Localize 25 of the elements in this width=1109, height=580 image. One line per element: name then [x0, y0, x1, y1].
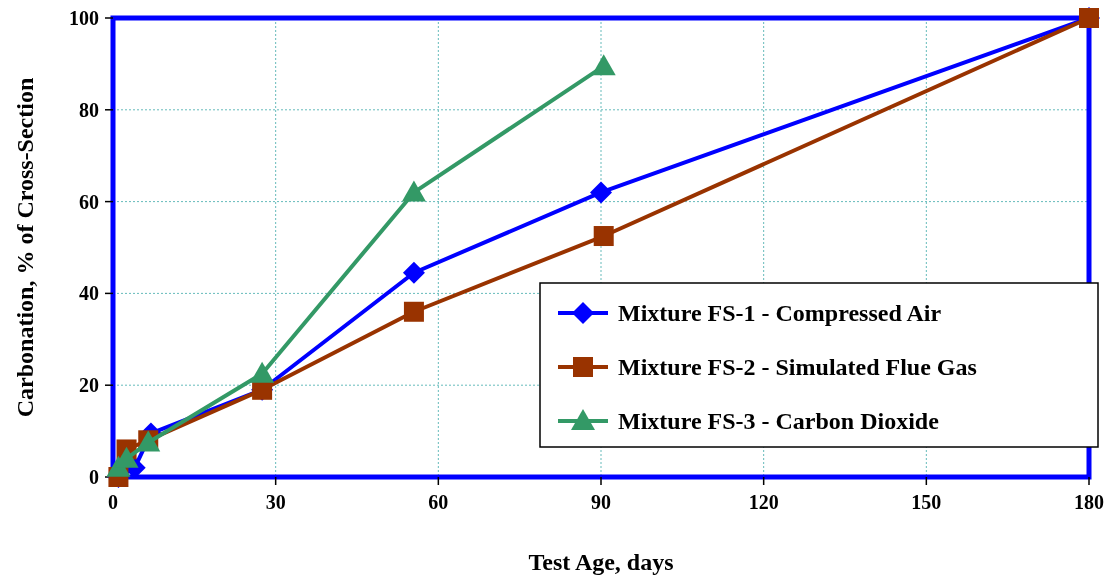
x-tick-label: 0	[108, 491, 118, 513]
point	[593, 226, 614, 247]
y-tick-label: 0	[89, 466, 99, 488]
y-tick-label: 40	[79, 282, 99, 305]
x-axis-title: Test Age, days	[528, 549, 674, 575]
x-tick-label: 30	[265, 491, 286, 513]
legend-label: Mixture FS-3 - Carbon Dioxide	[618, 408, 940, 434]
y-axis-title: Carbonation, % of Cross-Section	[12, 77, 38, 418]
x-tick-label: 180	[1074, 491, 1104, 513]
point	[403, 301, 424, 322]
x-tick-label: 120	[748, 491, 779, 513]
y-tick-label: 60	[79, 190, 99, 213]
x-tick-label: 90	[591, 491, 611, 513]
point	[402, 261, 425, 284]
legend-label: Mixture FS-2 - Simulated Flue Gas	[618, 354, 977, 380]
point	[590, 181, 612, 204]
point	[250, 361, 275, 383]
y-tick-label: 100	[69, 7, 99, 29]
y-tick-label: 20	[79, 374, 99, 397]
y-tick-label: 80	[79, 98, 99, 121]
x-tick-label: 60	[428, 491, 449, 513]
x-tick-label: 150	[911, 491, 942, 513]
legend-label: Mixture FS-1 - Compressed Air	[618, 300, 942, 326]
point	[591, 54, 616, 76]
point	[401, 180, 426, 202]
